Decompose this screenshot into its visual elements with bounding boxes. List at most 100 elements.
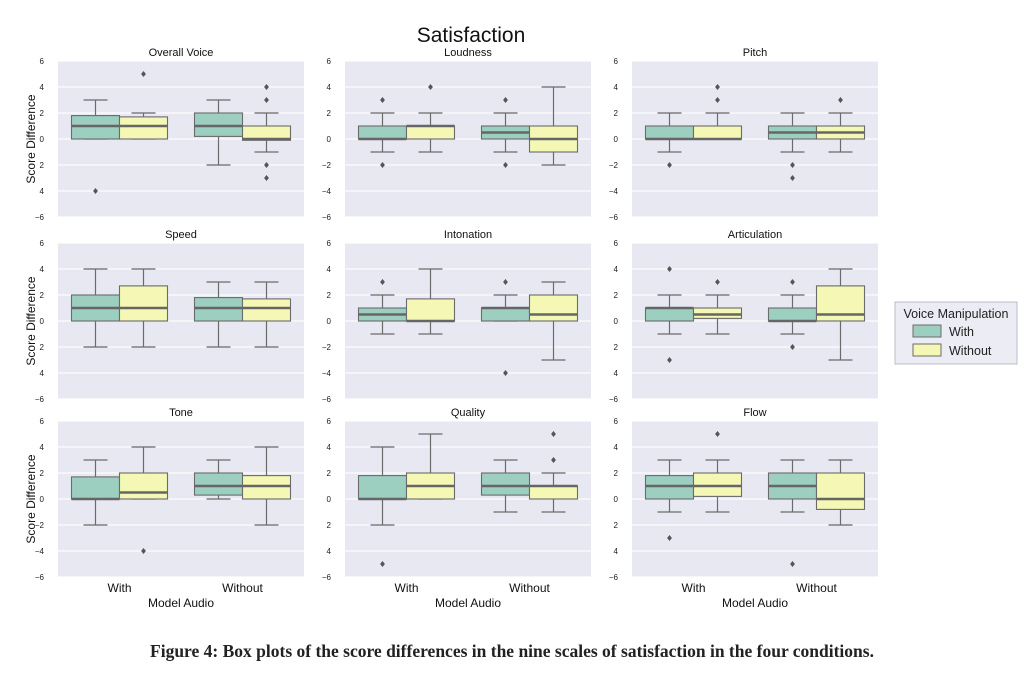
panel-intonation-box-without-with-outlier	[503, 370, 508, 376]
panel-intonation-ytick-label: 2	[327, 291, 332, 300]
panel-loudness-box-with-without-outlier	[428, 84, 433, 90]
panel-flow-ytick-label: −6	[609, 573, 619, 582]
panel-overall-voice-box-without-without	[241, 84, 292, 181]
panel-quality-ytick-label: 4	[327, 443, 332, 452]
panel-speed-box-without-without	[241, 281, 292, 348]
panel-flow-box-with-without	[692, 431, 743, 513]
panel-overall-voice-box-with-without-iqr-box	[118, 116, 169, 140]
panel-articulation-ytick-label: 4	[614, 369, 619, 378]
panel-flow-xlabel: Model Audio	[722, 596, 788, 610]
panel-flow-xtick-with: With	[682, 581, 706, 595]
panel-quality-box-without-without-iqr-box	[528, 485, 579, 500]
panel-quality-ytick-label: 2	[327, 521, 332, 530]
panel-intonation-ytick-label: 0	[327, 317, 332, 326]
panel-loudness-ytick-label: 4	[327, 83, 332, 92]
legend-label-without: Without	[949, 344, 992, 358]
panel-speed-box-with-with	[70, 268, 121, 348]
panel-articulation-box-without-with-iqr-box	[767, 307, 818, 322]
panel-flow-box-without-without-iqr-box	[815, 472, 866, 510]
panel-overall-voice-box-without-with	[193, 99, 244, 166]
panel-speed-ytick-label: 2	[40, 291, 45, 300]
panel-overall-voice-title: Overall Voice	[149, 47, 214, 59]
panel-articulation-box-with-with-iqr-box	[644, 307, 695, 322]
panel-tone-box-with-without	[118, 446, 169, 554]
panel-pitch-title: Pitch	[743, 47, 767, 59]
panel-quality-box-with-with-iqr-box	[357, 475, 408, 500]
panel-tone-box-with-without-iqr-box	[118, 472, 169, 500]
panel-flow-box-without-with-outlier	[790, 561, 795, 567]
panel-intonation-box-with-with-outlier	[380, 279, 385, 285]
panel-overall-voice-box-without-without-outlier	[264, 97, 269, 103]
panel-loudness-ytick-label: −6	[322, 213, 332, 222]
panel-flow-ytick-label: 2	[614, 469, 619, 478]
panel-overall-voice-ytick-label: 4	[40, 187, 45, 196]
panel-intonation-box-with-without-iqr-box	[405, 298, 456, 322]
panel-loudness-title: Loudness	[444, 47, 492, 59]
panel-intonation-title: Intonation	[444, 229, 492, 241]
panel-speed-ytick-label: 4	[40, 369, 45, 378]
panel-flow-ytick-label: 4	[614, 547, 619, 556]
panel-pitch-box-without-with	[767, 112, 818, 181]
panel-tone-xtick-with: With	[108, 581, 132, 595]
panel-pitch-box-without-with-outlier	[790, 162, 795, 168]
panel-quality-box-without-without-outlier	[551, 431, 556, 437]
panel-tone-ytick-label: 0	[40, 495, 45, 504]
panel-quality-box-without-with-iqr-box	[480, 472, 531, 496]
panel-intonation-ytick-label: −6	[322, 395, 332, 404]
panel-loudness: 6 4 2 0 −2 −4 −6 Loudness	[322, 47, 591, 222]
panel-tone-ytick-label: −4	[35, 547, 45, 556]
panel-loudness-ytick-label: 6	[327, 57, 332, 66]
panel-speed-box-without-with	[193, 281, 244, 348]
panel-speed-ytick-label: 0	[40, 317, 45, 326]
panel-pitch-ytick-label: −6	[609, 213, 619, 222]
panel-tone-ytick-label: −2	[35, 521, 45, 530]
panel-articulation-box-with-with-outlier	[667, 266, 672, 272]
panel-overall-voice-ytick-label: 2	[40, 161, 45, 170]
panel-tone-ytick-label: 4	[40, 443, 45, 452]
panel-pitch-box-with-with	[644, 112, 695, 168]
panel-articulation-box-with-with-outlier	[667, 357, 672, 363]
panel-intonation-box-without-with-iqr-box	[480, 307, 531, 322]
panel-intonation-box-without-with	[480, 279, 531, 376]
panel-quality: 6 4 2 0 2 4 −6 Quality With Without Model Audio	[322, 407, 591, 610]
panel-overall-voice-ytick-label: 2	[40, 109, 45, 118]
panel-overall-voice-box-with-without-outlier	[141, 71, 146, 77]
panel-overall-voice-ytick-label: 4	[40, 83, 45, 92]
panel-tone-box-with-with	[70, 459, 121, 526]
panel-quality-title: Quality	[451, 407, 486, 419]
panel-pitch-box-with-without-outlier	[715, 97, 720, 103]
panel-loudness-box-without-with-outlier	[503, 97, 508, 103]
panel-overall-voice-box-with-without	[118, 71, 169, 140]
panel-tone-box-without-with-iqr-box	[193, 472, 244, 496]
panel-speed-ytick-label: 4	[40, 265, 45, 274]
panel-loudness-ytick-label: −4	[322, 187, 332, 196]
panel-pitch-ytick-label: −2	[609, 161, 619, 170]
panel-flow-ytick-label: 2	[614, 521, 619, 530]
panel-flow-box-with-without-outlier	[715, 431, 720, 437]
panel-loudness-box-without-with-outlier	[503, 162, 508, 168]
panel-quality-box-without-without	[528, 431, 579, 513]
legend-swatch-without	[912, 343, 942, 357]
panel-intonation-box-without-without-iqr-box	[528, 294, 579, 322]
panel-pitch-box-without-with-outlier	[790, 175, 795, 181]
panel-loudness-box-with-with-outlier	[380, 97, 385, 103]
panel-tone-ytick-label: 2	[40, 469, 45, 478]
panel-overall-voice-ytick-label: −6	[35, 213, 45, 222]
panel-pitch-ytick-label: 0	[614, 135, 619, 144]
panel-speed-box-with-without	[118, 268, 169, 348]
panel-speed-box-with-without-iqr-box	[118, 285, 169, 322]
panel-tone-box-without-without	[241, 446, 292, 526]
panel-speed-ytick-label: −6	[35, 395, 45, 404]
panel-intonation-ytick-label: 4	[327, 265, 332, 274]
panel-loudness-ytick-label: 0	[327, 135, 332, 144]
panel-tone-xlabel: Model Audio	[148, 596, 214, 610]
panel-quality-ytick-label: 2	[327, 469, 332, 478]
panel-quality-ytick-label: −6	[322, 573, 332, 582]
panel-intonation-box-without-without	[528, 281, 579, 361]
panel-loudness-box-without-without	[528, 86, 579, 166]
panel-quality-ytick-label: 4	[327, 547, 332, 556]
legend: Voice Manipulation With Without	[894, 301, 1018, 365]
panel-articulation-box-without-with-outlier	[790, 344, 795, 350]
panel-tone-ytick-label: 6	[40, 417, 45, 426]
panels-grid: 6 4 2 0 2 4 −6 Overall Voice Score Difference 6 4 2…	[24, 47, 878, 610]
